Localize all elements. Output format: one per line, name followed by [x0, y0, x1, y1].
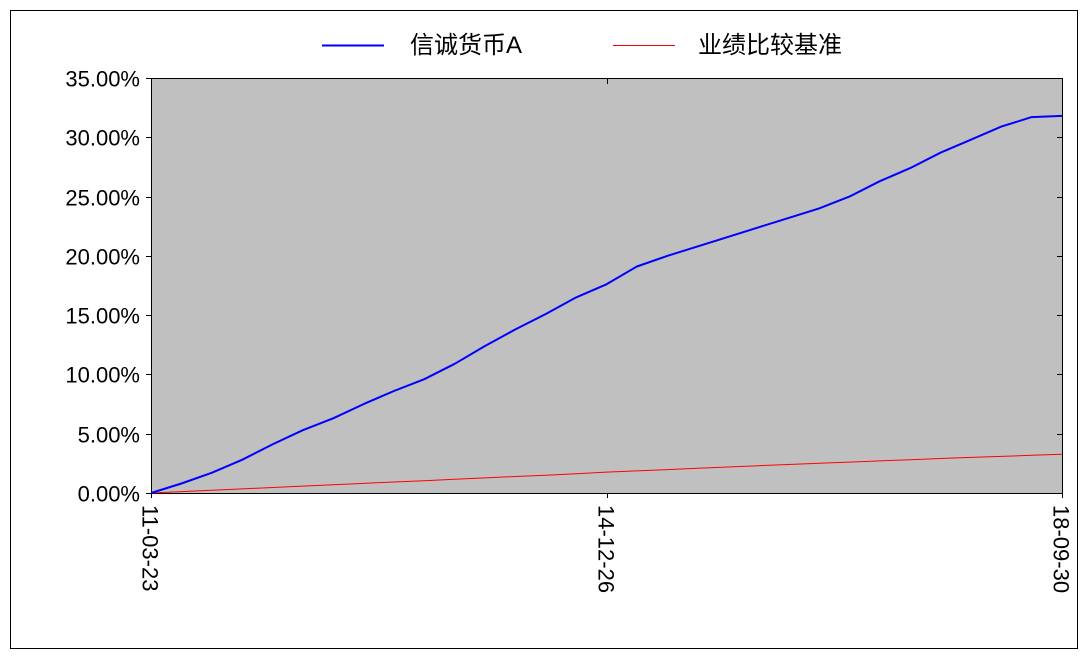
series-lines: [150, 114, 1063, 494]
legend-label: 业绩比较基准: [698, 32, 842, 59]
y-tick-label: 10.00%: [65, 363, 140, 388]
y-tick-label: 15.00%: [65, 304, 140, 329]
plot-area: [151, 78, 1063, 494]
x-tick-label: 14-12-26: [594, 505, 619, 593]
y-tick-label: 35.00%: [65, 67, 140, 92]
y-tick-label: 20.00%: [65, 245, 140, 270]
series-line: [150, 453, 1063, 494]
legend-label: 信诚货币A: [410, 32, 522, 59]
x-axis: 11-03-23 14-12-26 18-09-30: [138, 78, 1074, 593]
x-tick-label: 18-09-30: [1049, 505, 1074, 593]
y-axis: 0.00% 5.00% 10.00% 15.00% 20.00% 25.00% 30.00%…: [65, 67, 1062, 507]
legend: 信诚货币A 业绩比较基准: [322, 32, 842, 59]
y-tick-label: 30.00%: [65, 126, 140, 151]
series-line: [150, 114, 1063, 494]
y-tick-label: 5.00%: [78, 423, 140, 448]
x-tick-label: 11-03-23: [138, 505, 163, 591]
y-tick-label: 0.00%: [78, 482, 140, 507]
y-tick-label: 25.00%: [65, 186, 140, 211]
